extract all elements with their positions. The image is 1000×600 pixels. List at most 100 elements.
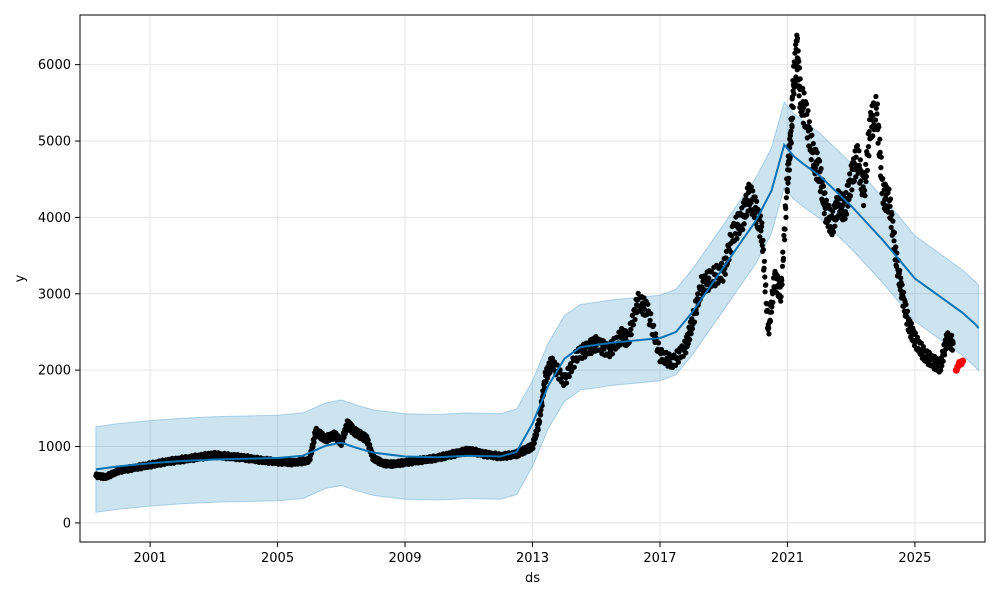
observed-point	[685, 341, 691, 347]
y-tick-label: 5000	[38, 135, 71, 150]
forecast-line	[95, 142, 980, 471]
observed-point	[757, 234, 763, 240]
observed-point	[903, 301, 909, 308]
observed-point	[891, 230, 898, 236]
observed-point	[873, 93, 879, 100]
observed-point	[689, 326, 696, 332]
observed-point	[914, 334, 921, 340]
observed-point	[535, 427, 541, 433]
observed-point	[893, 244, 899, 250]
observed-point	[866, 153, 872, 159]
observed-point	[888, 224, 894, 231]
observed-point	[805, 108, 811, 114]
observed-point	[783, 195, 790, 201]
observed-point	[759, 220, 765, 226]
observed-point	[810, 141, 816, 147]
observed-point	[796, 58, 802, 64]
observed-point	[808, 157, 814, 163]
observed-point	[651, 322, 657, 328]
x-tick-label: 2025	[898, 551, 931, 566]
observed-point	[782, 226, 788, 232]
observed-point	[794, 35, 801, 42]
observed-point	[741, 221, 747, 227]
observed-point	[847, 193, 854, 199]
test-points	[952, 357, 967, 374]
observed-point	[849, 187, 855, 193]
observed-point	[874, 101, 881, 107]
y-tick-label: 1000	[38, 440, 71, 455]
observed-point	[822, 190, 828, 196]
observed-point	[571, 364, 577, 370]
observed-point	[863, 173, 870, 180]
observed-point	[365, 437, 371, 443]
observed-point	[647, 317, 653, 323]
observed-point	[814, 150, 820, 156]
observed-point	[774, 273, 781, 279]
observed-point	[820, 183, 827, 189]
observed-point	[899, 282, 905, 288]
observed-point	[694, 310, 700, 316]
observed-point	[754, 198, 760, 204]
observed-point	[367, 442, 373, 448]
observed-point	[760, 247, 767, 253]
observed-point	[823, 197, 830, 203]
observed-point	[876, 124, 882, 130]
observed-point	[790, 115, 796, 121]
observed-point	[530, 445, 536, 451]
observed-point	[720, 278, 726, 284]
x-tick-label: 2005	[261, 551, 294, 566]
observed-point	[563, 380, 570, 386]
observed-point	[759, 224, 765, 230]
observed-point	[786, 175, 792, 181]
observed-point	[759, 242, 765, 248]
observed-point	[803, 101, 810, 107]
observed-point	[781, 232, 787, 239]
observed-point	[675, 359, 682, 365]
observed-point	[818, 166, 824, 172]
observed-point	[908, 320, 915, 326]
x-tick-label: 2021	[771, 551, 804, 566]
observed-point	[630, 322, 637, 328]
x-axis-label: ds	[525, 571, 540, 586]
observed-point	[835, 201, 842, 207]
observed-point	[307, 457, 313, 463]
observed-point	[797, 76, 803, 82]
observed-point	[609, 351, 616, 357]
observed-point	[734, 236, 740, 242]
observed-point	[732, 231, 739, 237]
y-tick-label: 0	[63, 516, 71, 531]
observed-point	[695, 291, 701, 297]
observed-point	[878, 154, 884, 160]
observed-point	[758, 228, 764, 234]
observed-point	[752, 194, 758, 200]
observed-point	[722, 271, 728, 277]
observed-point	[830, 208, 836, 214]
observed-point	[783, 214, 789, 220]
observed-point	[541, 384, 548, 391]
observed-point	[760, 237, 766, 243]
x-axis-ticks: 2001 2005 2009 2013 2017 2021 2025	[134, 542, 931, 566]
observed-point	[873, 117, 879, 123]
observed-point	[788, 140, 794, 146]
observed-point	[807, 126, 814, 132]
observed-point	[779, 263, 786, 269]
observed-point	[830, 229, 837, 235]
observed-point	[762, 289, 768, 295]
observed-point	[791, 91, 797, 97]
observed-point	[949, 332, 955, 338]
observed-point	[886, 186, 892, 192]
observed-point	[778, 294, 784, 300]
observed-point	[537, 419, 543, 425]
observed-point	[920, 344, 927, 350]
observed-point	[875, 140, 881, 146]
observed-point	[796, 65, 803, 71]
observed-point	[648, 311, 654, 317]
observed-point	[768, 309, 775, 315]
observed-point	[688, 331, 694, 337]
observed-point	[806, 119, 813, 125]
observed-point	[890, 218, 896, 224]
observed-point	[700, 278, 706, 284]
